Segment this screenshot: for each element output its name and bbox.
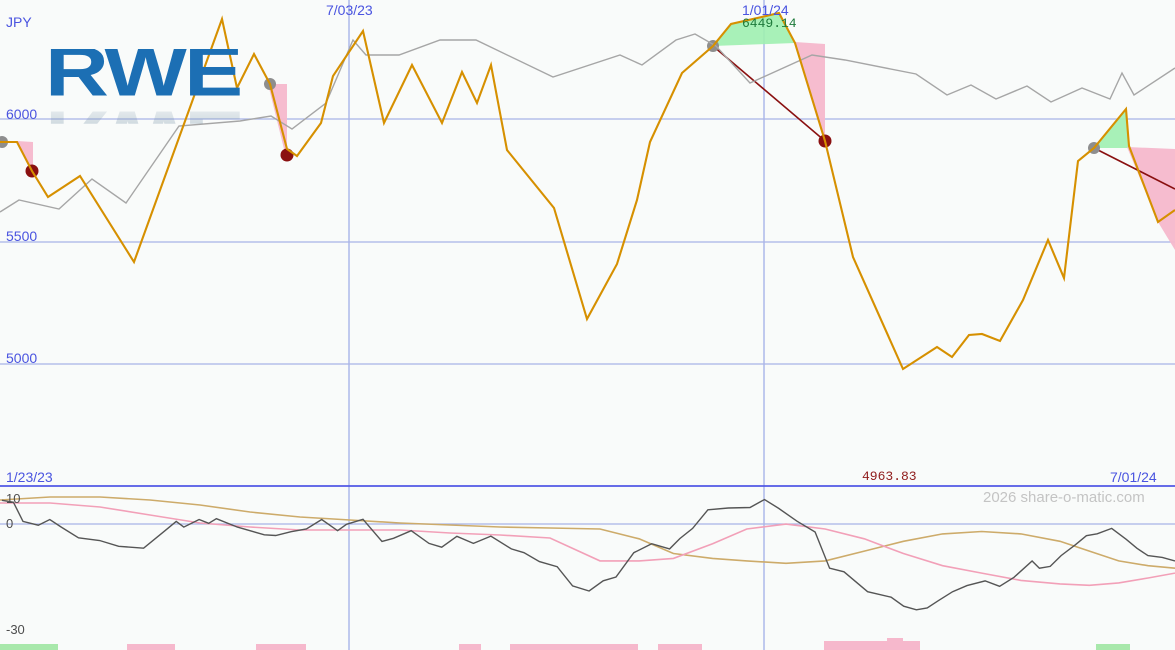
svg-text:RWE: RWE	[45, 49, 241, 110]
